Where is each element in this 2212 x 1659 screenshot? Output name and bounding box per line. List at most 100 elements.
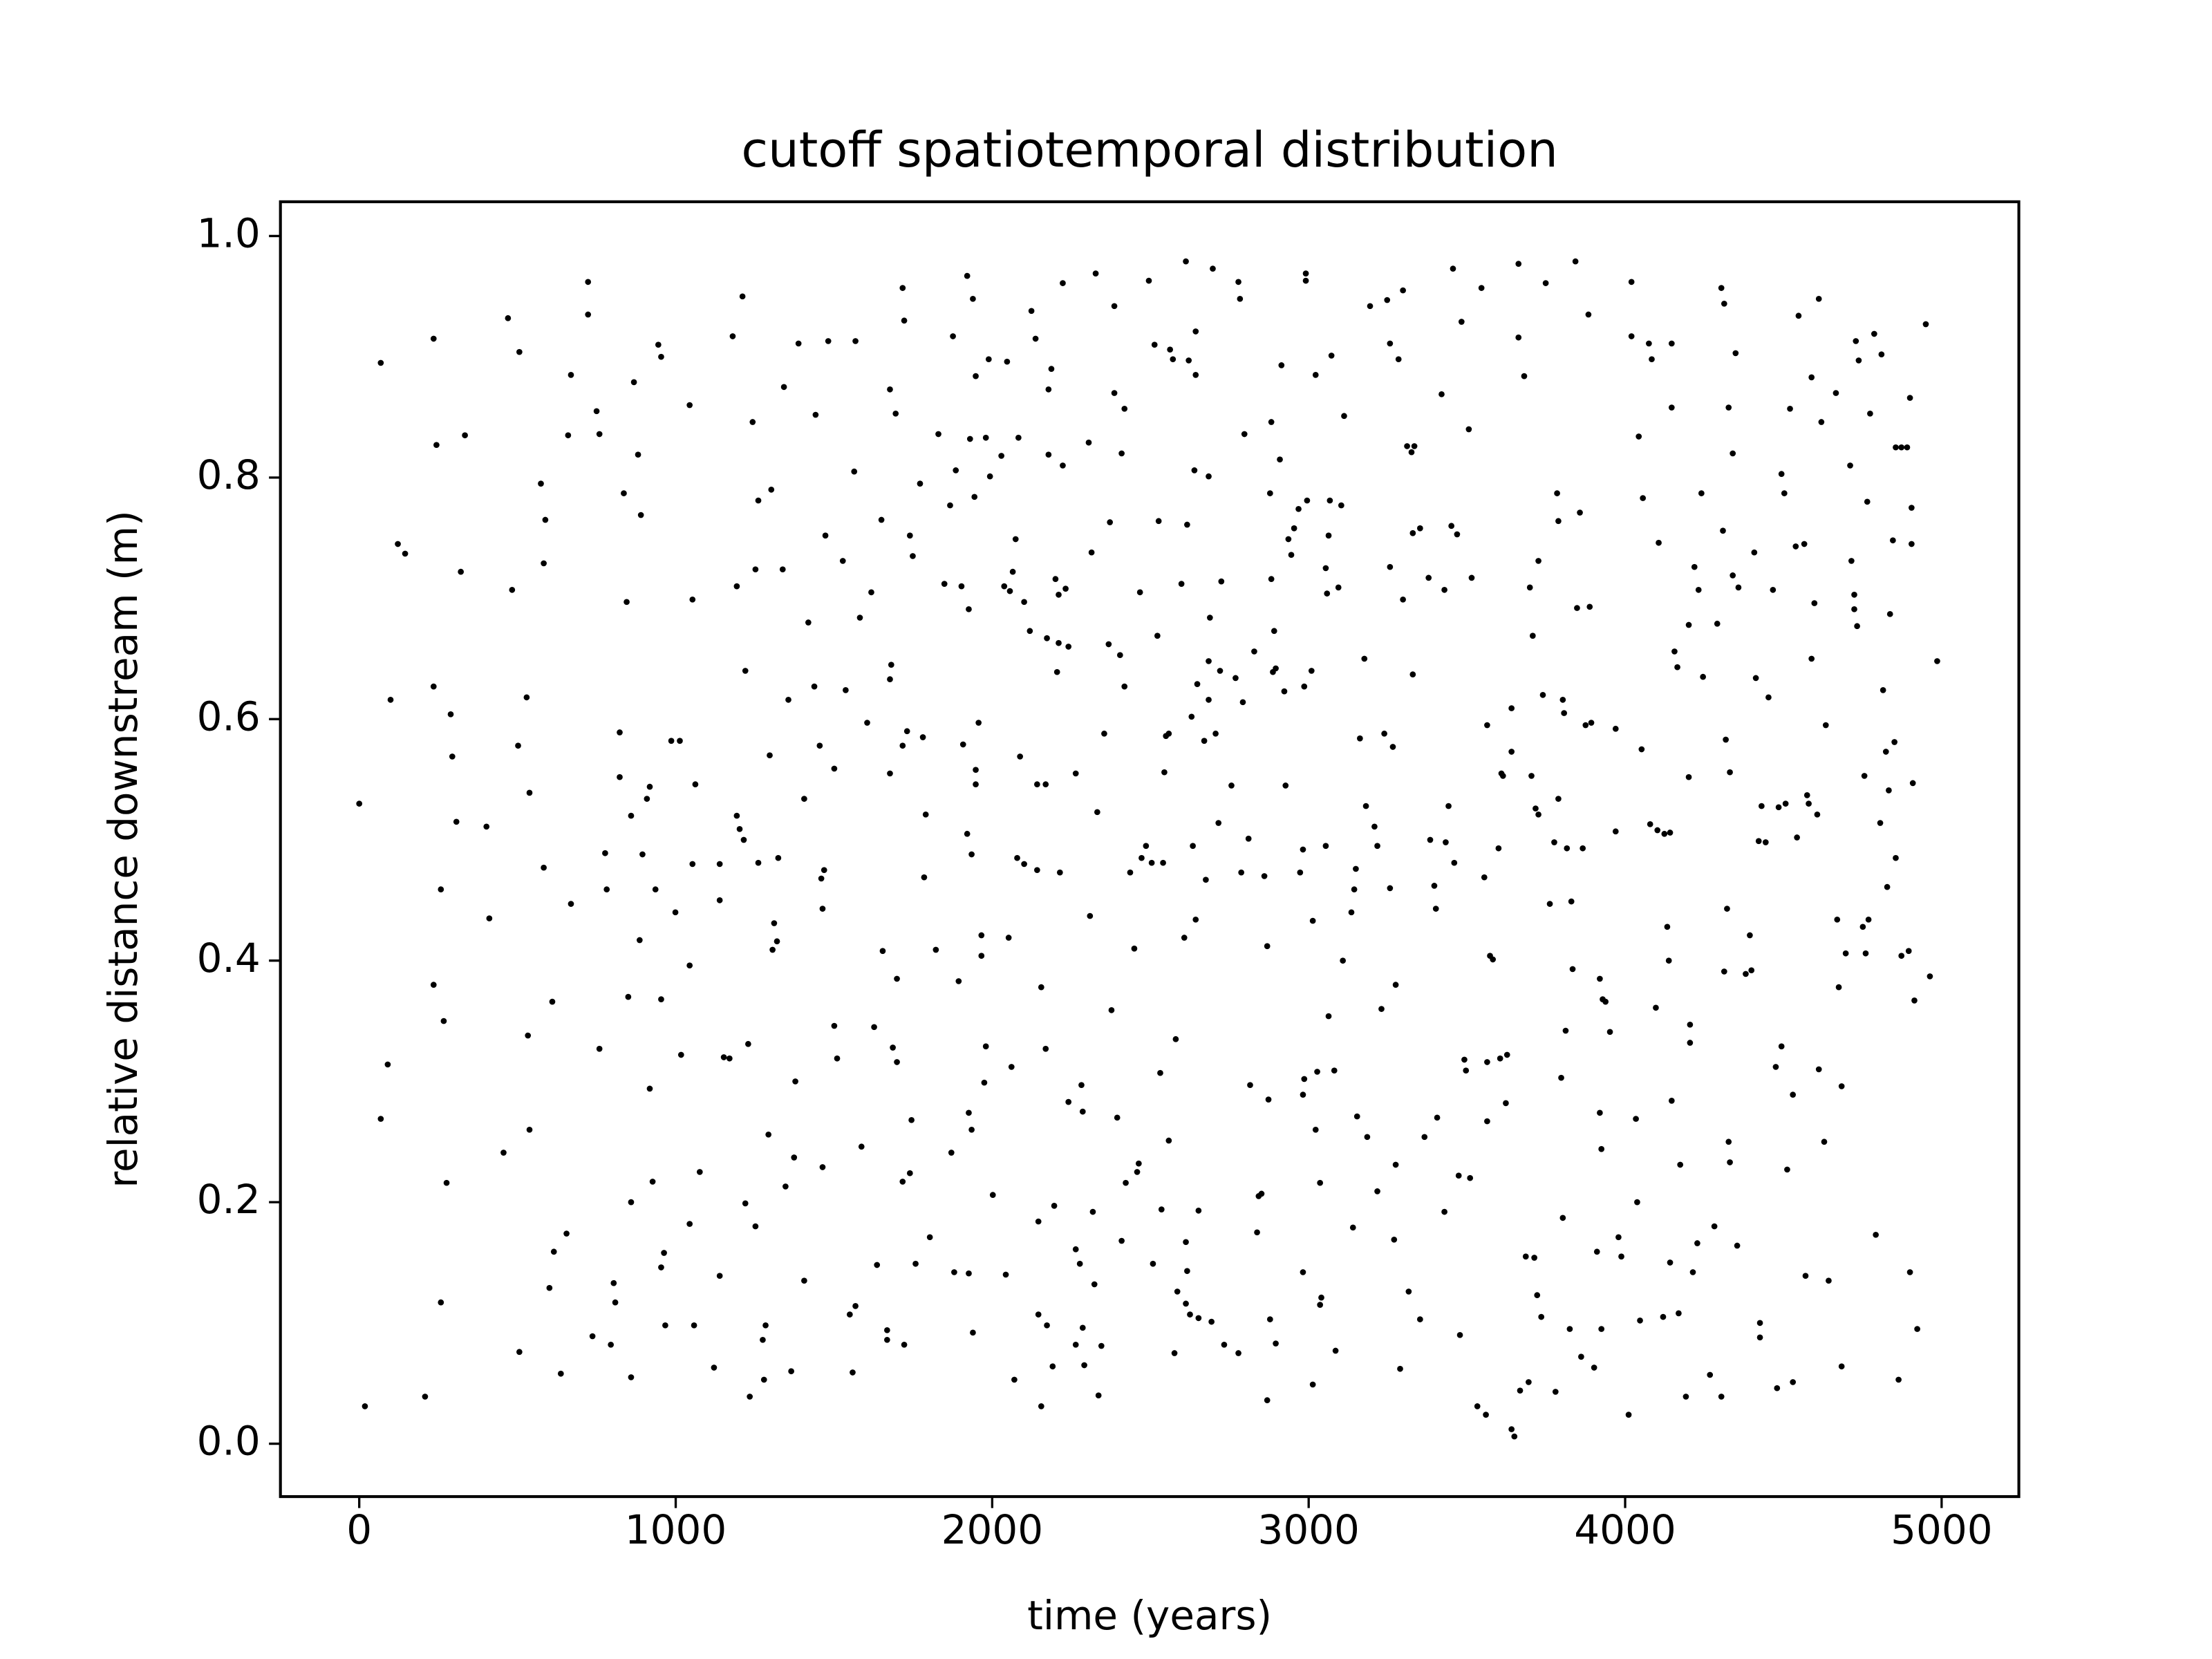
scatter-point bbox=[1751, 549, 1758, 556]
scatter-point bbox=[970, 1329, 976, 1336]
scatter-point bbox=[834, 1055, 841, 1062]
scatter-point bbox=[1032, 335, 1039, 342]
scatter-point bbox=[637, 512, 644, 518]
scatter-point bbox=[970, 295, 976, 302]
scatter-point bbox=[1922, 321, 1929, 328]
scatter-point bbox=[1312, 372, 1319, 378]
scatter-point bbox=[716, 897, 723, 903]
scatter-point bbox=[1247, 1082, 1253, 1089]
scatter-point bbox=[1909, 505, 1915, 511]
scatter-point bbox=[1053, 668, 1060, 675]
scatter-point bbox=[1503, 1100, 1509, 1107]
scatter-point bbox=[948, 1150, 955, 1156]
scatter-point bbox=[1273, 665, 1279, 672]
scatter-point bbox=[1834, 916, 1841, 923]
scatter-point bbox=[1483, 1412, 1489, 1418]
scatter-point bbox=[1165, 730, 1172, 737]
scatter-point bbox=[1511, 1433, 1518, 1440]
scatter-point bbox=[1277, 456, 1283, 463]
scatter-point bbox=[1184, 1268, 1190, 1275]
scatter-point bbox=[1551, 839, 1557, 845]
scatter-point bbox=[1004, 358, 1011, 365]
x-tick-label: 0 bbox=[346, 1506, 372, 1553]
scatter-point bbox=[1335, 584, 1342, 591]
scatter-point bbox=[677, 1051, 684, 1058]
scatter-point bbox=[1421, 1134, 1428, 1141]
scatter-point bbox=[1821, 1138, 1828, 1145]
scatter-point bbox=[1361, 655, 1368, 662]
scatter-point bbox=[1087, 912, 1094, 919]
scatter-point bbox=[819, 1164, 826, 1170]
scatter-point bbox=[1886, 610, 1893, 617]
scatter-point bbox=[975, 720, 982, 726]
scatter-point bbox=[1526, 1379, 1532, 1385]
scatter-point bbox=[1108, 1006, 1115, 1013]
scatter-point bbox=[1251, 648, 1257, 655]
scatter-point bbox=[1042, 1045, 1049, 1052]
scatter-point bbox=[1266, 490, 1273, 496]
scatter-point bbox=[1143, 843, 1150, 850]
scatter-point bbox=[1612, 725, 1619, 732]
scatter-point bbox=[1218, 578, 1225, 585]
scatter-point bbox=[1237, 295, 1244, 302]
scatter-point bbox=[982, 1043, 989, 1050]
scatter-point bbox=[1555, 796, 1562, 802]
scatter-point bbox=[1882, 749, 1889, 755]
scatter-point bbox=[1566, 1326, 1573, 1332]
scatter-point bbox=[1814, 811, 1821, 818]
scatter-point bbox=[1245, 835, 1252, 842]
scatter-point bbox=[752, 566, 759, 573]
scatter-point bbox=[1078, 1082, 1085, 1089]
scatter-point bbox=[1598, 1326, 1605, 1332]
scatter-point bbox=[894, 975, 900, 982]
scatter-point bbox=[959, 741, 966, 748]
scatter-point bbox=[1056, 639, 1062, 646]
scatter-point bbox=[1348, 909, 1355, 916]
scatter-point bbox=[1387, 340, 1394, 347]
scatter-point bbox=[1677, 1161, 1684, 1168]
scatter-point bbox=[1661, 830, 1668, 837]
scatter-point bbox=[1095, 1392, 1102, 1399]
scatter-point bbox=[742, 668, 749, 674]
scatter-point bbox=[1017, 753, 1023, 760]
scatter-point bbox=[696, 1169, 703, 1175]
scatter-point bbox=[1591, 1365, 1597, 1371]
scatter-point bbox=[453, 818, 460, 825]
scatter-point bbox=[947, 502, 953, 509]
scatter-point bbox=[1649, 356, 1655, 363]
scatter-point bbox=[1535, 811, 1541, 818]
scatter-point bbox=[1378, 1006, 1385, 1012]
scatter-point bbox=[1727, 1159, 1733, 1165]
scatter-point bbox=[630, 379, 637, 386]
scatter-point bbox=[1499, 773, 1506, 779]
scatter-point bbox=[668, 738, 675, 744]
scatter-point bbox=[1770, 587, 1777, 593]
scatter-point bbox=[661, 1250, 667, 1256]
scatter-point bbox=[1331, 1067, 1338, 1074]
scatter-point bbox=[1049, 1363, 1056, 1370]
scatter-point bbox=[1328, 353, 1335, 359]
scatter-point bbox=[1195, 1208, 1202, 1214]
scatter-point bbox=[1127, 869, 1134, 876]
scatter-point bbox=[1723, 736, 1729, 743]
scatter-point bbox=[733, 583, 740, 590]
scatter-point bbox=[1060, 462, 1066, 469]
scatter-point bbox=[852, 338, 859, 344]
scatter-point bbox=[1297, 869, 1304, 876]
scatter-point bbox=[1515, 261, 1522, 267]
scatter-point bbox=[550, 1248, 557, 1255]
scatter-point bbox=[1838, 1083, 1845, 1089]
scatter-point bbox=[1044, 1322, 1050, 1329]
scatter-point bbox=[1325, 532, 1332, 539]
scatter-point bbox=[1340, 957, 1346, 964]
scatter-point bbox=[486, 915, 493, 921]
scatter-point bbox=[1302, 270, 1309, 276]
y-tick-label: 0.4 bbox=[197, 935, 261, 982]
scatter-point bbox=[973, 781, 979, 787]
scatter-point bbox=[1484, 722, 1490, 729]
scatter-point bbox=[1404, 443, 1410, 449]
scatter-point bbox=[1732, 350, 1739, 357]
scatter-point bbox=[1851, 592, 1857, 598]
scatter-point bbox=[1806, 800, 1812, 807]
scatter-point bbox=[775, 854, 782, 861]
